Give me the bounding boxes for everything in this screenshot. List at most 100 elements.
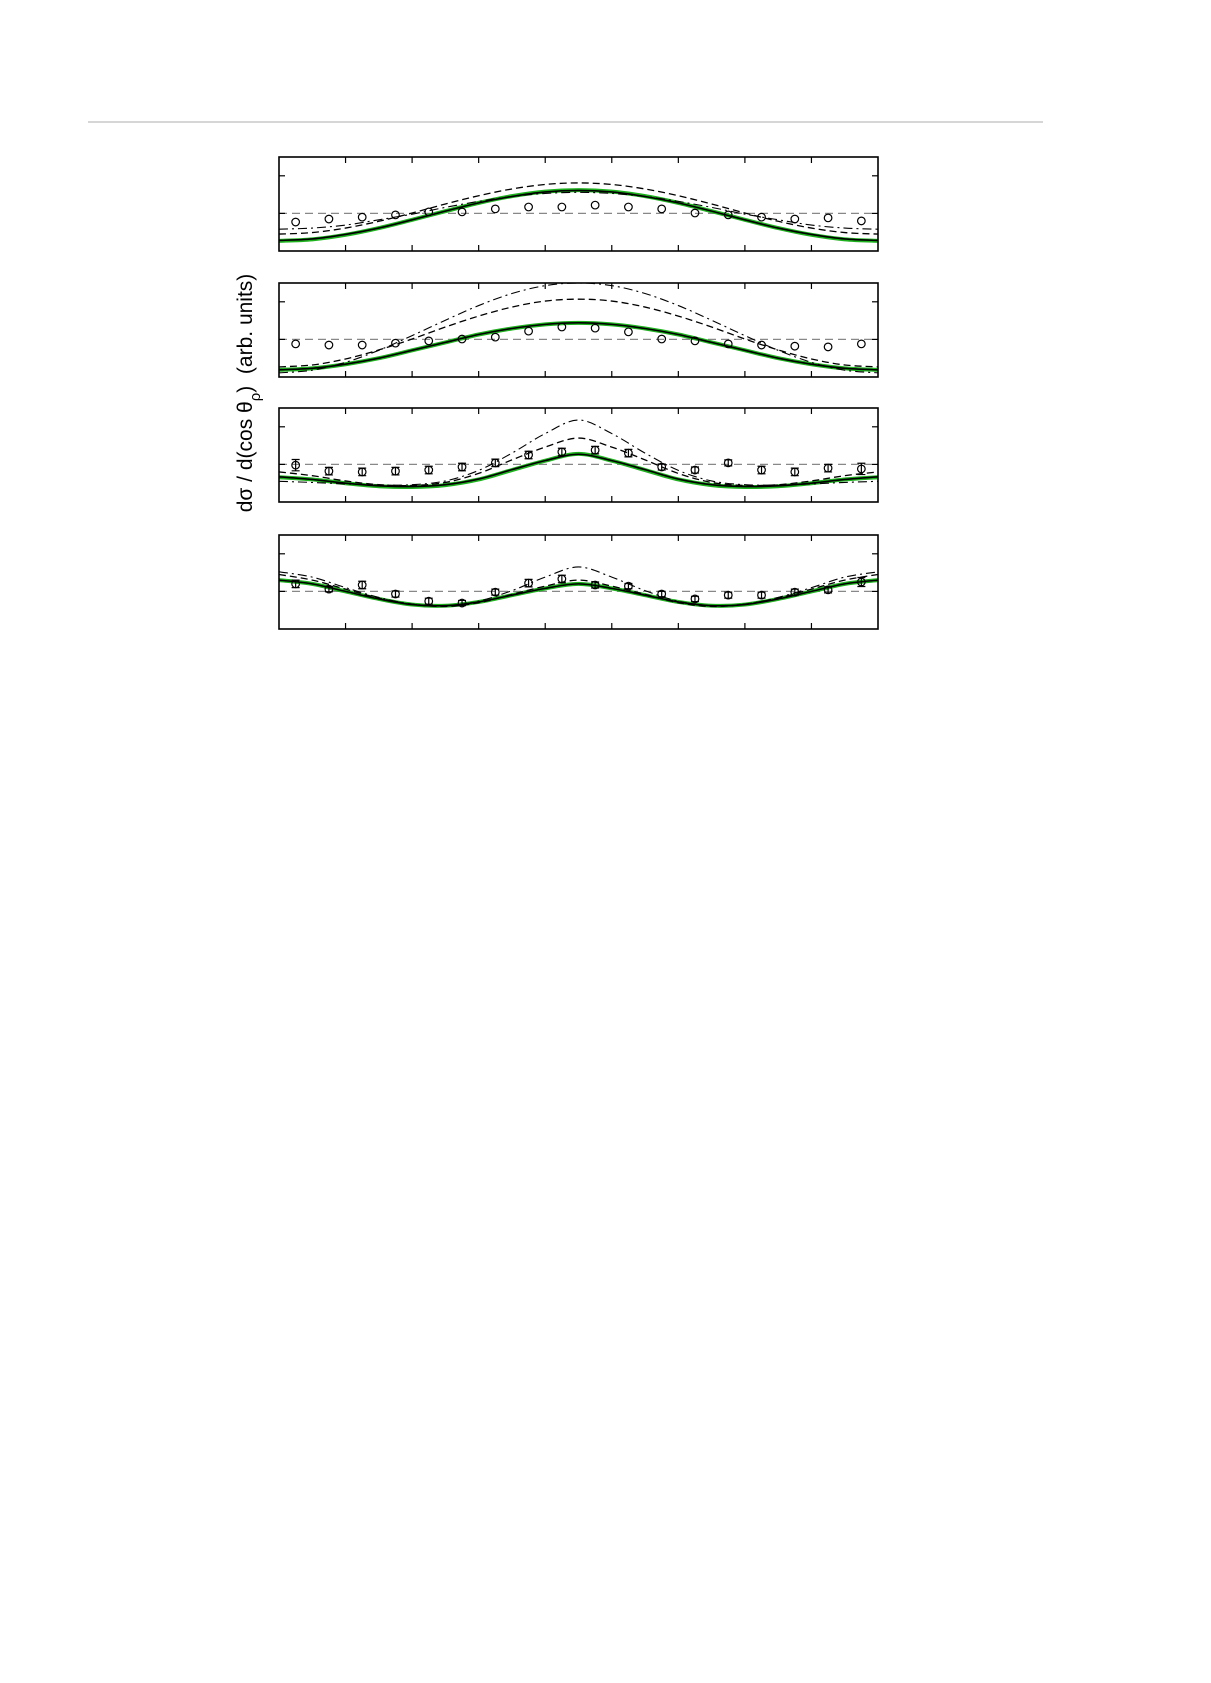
data-point: [624, 448, 633, 458]
curve: [279, 579, 878, 607]
curve: [279, 182, 878, 235]
data-point: [690, 208, 700, 218]
data-point: [291, 460, 301, 470]
data-point: [357, 467, 367, 477]
data-point: [690, 465, 700, 475]
curve: [279, 437, 878, 487]
data-point: [291, 579, 301, 589]
data-point: [324, 340, 334, 350]
curves: [279, 182, 878, 243]
data-point: [590, 580, 600, 590]
data-point: [856, 577, 866, 587]
data-point: [291, 339, 301, 349]
data-point: [690, 594, 700, 604]
data-point: [557, 202, 567, 212]
data-point: [557, 322, 567, 332]
data-point: [524, 202, 533, 212]
data-point: [391, 210, 400, 220]
data-point: [457, 207, 467, 217]
data-point: [357, 212, 367, 222]
panel: [278, 534, 879, 630]
data-point: [291, 217, 301, 227]
data-point: [324, 466, 334, 476]
data-point: [856, 216, 866, 226]
data-point: [590, 200, 600, 210]
data-point: [723, 339, 733, 349]
curve: [279, 453, 878, 488]
axes-frame: [278, 534, 879, 630]
data-point: [690, 336, 700, 346]
data-point: [757, 212, 766, 222]
data-point: [324, 214, 334, 224]
y-axis-label-sub: ρ: [247, 393, 264, 402]
curves: [279, 419, 878, 490]
data-point: [357, 340, 367, 350]
panel: [278, 282, 879, 378]
data-point: [624, 202, 633, 212]
curve: [279, 322, 878, 371]
data-point: [757, 590, 766, 600]
curves: [279, 566, 878, 608]
data-point: [424, 207, 434, 217]
y-axis-label: dσ / d(cos θρ) (arb. units): [234, 274, 264, 513]
data-point: [790, 587, 800, 597]
data-point: [424, 596, 434, 606]
curve: [279, 320, 878, 372]
data-point: [757, 340, 766, 350]
data-point: [856, 339, 866, 349]
data-point: [391, 589, 400, 599]
data-point: [590, 323, 600, 333]
panel: [278, 407, 879, 503]
data-point: [823, 342, 833, 352]
data-point: [324, 584, 334, 594]
y-axis-label-end: ) (arb. units): [234, 274, 257, 393]
curve: [279, 188, 878, 243]
panel: [278, 156, 879, 252]
data-point: [457, 334, 467, 344]
data-point: [391, 338, 400, 348]
data-point: [524, 326, 533, 336]
data-point: [723, 210, 733, 220]
axes-frame: [278, 156, 879, 252]
data-point: [424, 336, 434, 346]
y-axis-label-main: dσ / d(cos θ: [234, 401, 257, 512]
data-point: [657, 462, 667, 472]
data-point: [823, 463, 833, 473]
data-point: [823, 213, 833, 223]
data-point: [490, 332, 500, 342]
data-point: [790, 467, 800, 477]
data-point: [557, 447, 567, 457]
data-point: [490, 458, 500, 468]
curve: [279, 566, 878, 607]
data-point: [723, 590, 733, 600]
error-bar: [857, 576, 866, 588]
axes-frame: [278, 407, 879, 503]
data-point: [757, 465, 766, 475]
data-point: [823, 585, 833, 595]
axes-frame: [278, 282, 879, 378]
data-point: [457, 598, 467, 608]
data-point: [490, 204, 500, 214]
data-point: [590, 445, 600, 455]
curve: [279, 191, 878, 230]
curve: [279, 573, 878, 608]
data-point: [657, 204, 667, 214]
data-point: [790, 214, 800, 224]
data-point: [657, 589, 667, 599]
data-point: [391, 466, 400, 476]
curve: [279, 419, 878, 486]
data-point: [624, 327, 633, 337]
data-point: [424, 465, 434, 475]
data-point: [624, 581, 633, 591]
curve: [279, 283, 878, 374]
data-point: [856, 464, 866, 474]
data-point: [524, 450, 533, 460]
curves: [279, 283, 878, 374]
curve: [279, 298, 878, 368]
data-point: [524, 578, 533, 588]
curve: [279, 451, 878, 490]
data-point: [490, 587, 500, 597]
data-point: [790, 341, 800, 351]
